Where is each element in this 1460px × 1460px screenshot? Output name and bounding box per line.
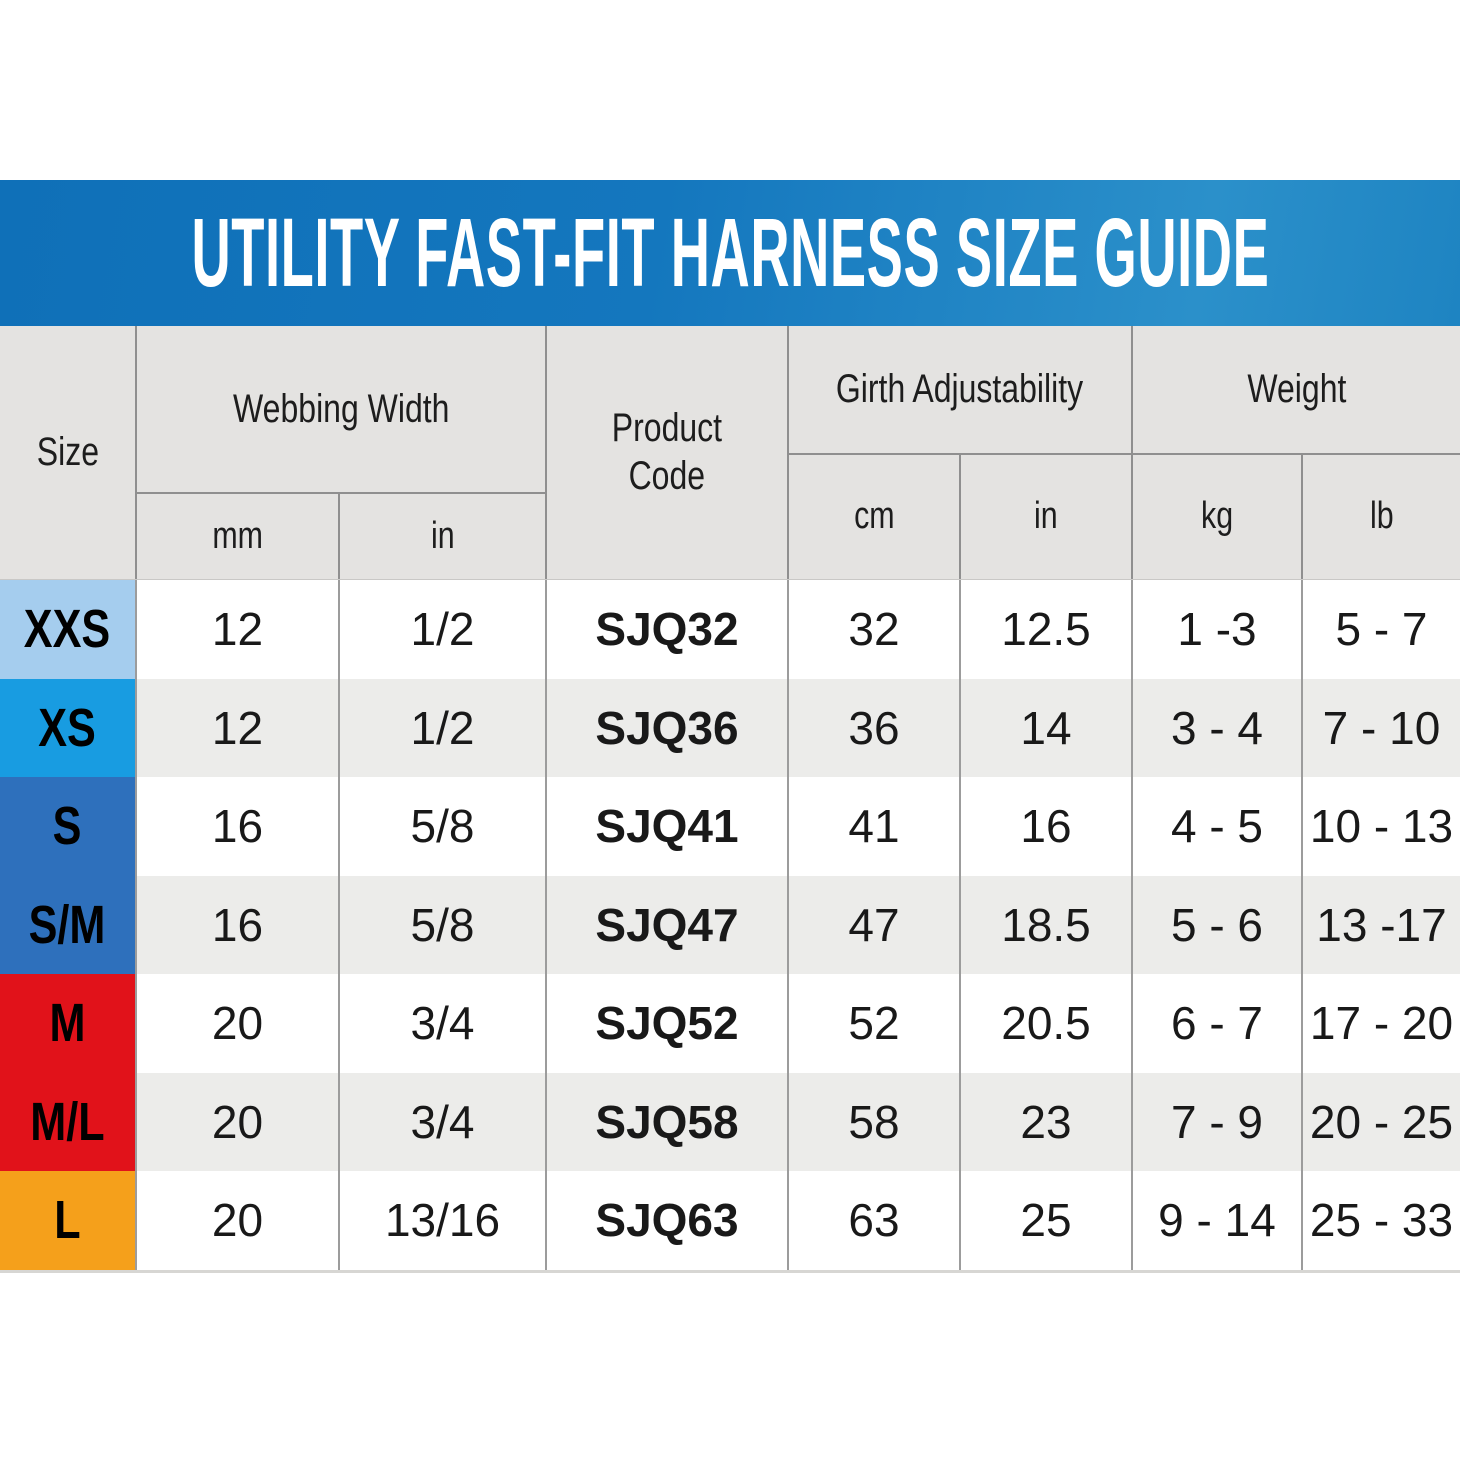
cell-weight-lb: 7 - 10 — [1322, 701, 1441, 754]
cell-product-code: SJQ63 — [547, 1171, 789, 1270]
girth-unit-row: cm in — [789, 454, 1131, 579]
col-header-webbing-in: in — [430, 515, 455, 558]
cell-webbing-in: 3/4 — [340, 1072, 547, 1171]
cell-webbing-in: 1/2 — [340, 678, 547, 777]
cell-product-code: SJQ47 — [547, 875, 789, 974]
cell-girth-in: 20.5 — [961, 974, 1133, 1073]
col-header-weight: Weight — [1133, 326, 1460, 455]
cell-product-code: SJQ32 — [547, 580, 789, 679]
title-banner: UTILITY FAST-FIT HARNESS SIZE GUIDE — [0, 180, 1460, 326]
col-header-girth-adjustability: Girth Adjustability — [789, 326, 1131, 455]
cell-weight-lb: 10 - 13 — [1309, 800, 1454, 853]
table-row-s: S 16 5/8 SJQ41 41 16 4 - 5 10 - 13 — [0, 777, 1460, 876]
cell-product-code: SJQ41 — [547, 777, 789, 876]
col-header-girth-in: in — [1034, 495, 1058, 538]
page-title: UTILITY FAST-FIT HARNESS SIZE GUIDE — [191, 198, 1269, 307]
size-badge: XXS — [0, 580, 137, 679]
cell-girth-in: 12.5 — [961, 580, 1133, 679]
cell-weight-lb: 13 -17 — [1316, 898, 1447, 951]
col-header-product-code: Product Code — [547, 326, 789, 579]
cell-webbing-mm: 16 — [137, 875, 340, 974]
table-row-sm: S/M 16 5/8 SJQ47 47 18.5 5 - 6 13 -17 — [0, 875, 1460, 974]
size-badge: S/M — [0, 875, 137, 974]
cell-product-code: SJQ58 — [547, 1072, 789, 1171]
col-group-girth-adjustability: Girth Adjustability cm in — [789, 326, 1133, 579]
cell-weight-kg: 5 - 6 — [1133, 875, 1303, 974]
cell-girth-cm: 63 — [789, 1171, 961, 1270]
cell-girth-cm: 41 — [789, 777, 961, 876]
cell-weight-kg: 4 - 5 — [1133, 777, 1303, 876]
size-badge: L — [0, 1171, 137, 1270]
size-badge: S — [0, 777, 137, 876]
cell-weight-kg: 3 - 4 — [1133, 678, 1303, 777]
cell-girth-cm: 32 — [789, 580, 961, 679]
cell-weight-kg: 6 - 7 — [1133, 974, 1303, 1073]
cell-weight-kg: 9 - 14 — [1133, 1171, 1303, 1270]
table-row-m: M 20 3/4 SJQ52 52 20.5 6 - 7 17 - 20 — [0, 974, 1460, 1073]
cell-girth-in: 23 — [961, 1072, 1133, 1171]
table-body: XXS 12 1/2 SJQ32 32 12.5 1 -3 5 - 7 XS 1… — [0, 580, 1460, 1273]
col-header-size: Size — [0, 326, 137, 579]
size-table: Size Webbing Width mm in Product Code — [0, 326, 1460, 1273]
col-header-kg: kg — [1133, 454, 1303, 579]
col-header-mm: mm — [137, 494, 340, 579]
cell-product-code: SJQ36 — [547, 678, 789, 777]
col-group-weight: Weight kg lb — [1133, 326, 1460, 579]
cell-webbing-mm: 20 — [137, 1171, 340, 1270]
cell-girth-cm: 58 — [789, 1072, 961, 1171]
cell-weight-kg: 1 -3 — [1133, 580, 1303, 679]
cell-webbing-in: 5/8 — [340, 875, 547, 974]
cell-weight-kg: 7 - 9 — [1133, 1072, 1303, 1171]
cell-girth-in: 25 — [961, 1171, 1133, 1270]
cell-girth-cm: 47 — [789, 875, 961, 974]
col-header-lb: lb — [1369, 495, 1394, 538]
cell-webbing-mm: 12 — [137, 580, 340, 679]
cell-girth-in: 14 — [961, 678, 1133, 777]
cell-webbing-in: 5/8 — [340, 777, 547, 876]
cell-webbing-in: 3/4 — [340, 974, 547, 1073]
cell-girth-cm: 52 — [789, 974, 961, 1073]
cell-webbing-mm: 12 — [137, 678, 340, 777]
cell-girth-cm: 36 — [789, 678, 961, 777]
cell-product-code: SJQ52 — [547, 974, 789, 1073]
table-row-xxs: XXS 12 1/2 SJQ32 32 12.5 1 -3 5 - 7 — [0, 580, 1460, 679]
table-row-ml: M/L 20 3/4 SJQ58 58 23 7 - 9 20 - 25 — [0, 1072, 1460, 1171]
cell-webbing-mm: 16 — [137, 777, 340, 876]
cell-webbing-mm: 20 — [137, 974, 340, 1073]
cell-weight-lb: 5 - 7 — [1335, 603, 1428, 656]
cell-weight-lb: 25 - 33 — [1309, 1194, 1454, 1247]
col-header-cm: cm — [789, 454, 961, 579]
cell-girth-in: 18.5 — [961, 875, 1133, 974]
cell-girth-in: 16 — [961, 777, 1133, 876]
cell-weight-lb: 20 - 25 — [1309, 1095, 1454, 1148]
cell-webbing-mm: 20 — [137, 1072, 340, 1171]
table-row-xs: XS 12 1/2 SJQ36 36 14 3 - 4 7 - 10 — [0, 678, 1460, 777]
cell-webbing-in: 1/2 — [340, 580, 547, 679]
cell-webbing-in: 13/16 — [340, 1171, 547, 1270]
table-row-l: L 20 13/16 SJQ63 63 25 9 - 14 25 - 33 — [0, 1171, 1460, 1270]
col-header-webbing-width: Webbing Width — [232, 386, 450, 431]
weight-unit-row: kg lb — [1133, 454, 1460, 579]
table-header: Size Webbing Width mm in Product Code — [0, 326, 1460, 580]
cell-weight-lb: 17 - 20 — [1309, 997, 1454, 1050]
webbing-unit-row: mm in — [137, 492, 545, 579]
size-badge: XS — [0, 678, 137, 777]
size-badge: M — [0, 974, 137, 1073]
col-group-webbing-width: Webbing Width mm in — [137, 326, 547, 579]
size-badge: M/L — [0, 1072, 137, 1171]
